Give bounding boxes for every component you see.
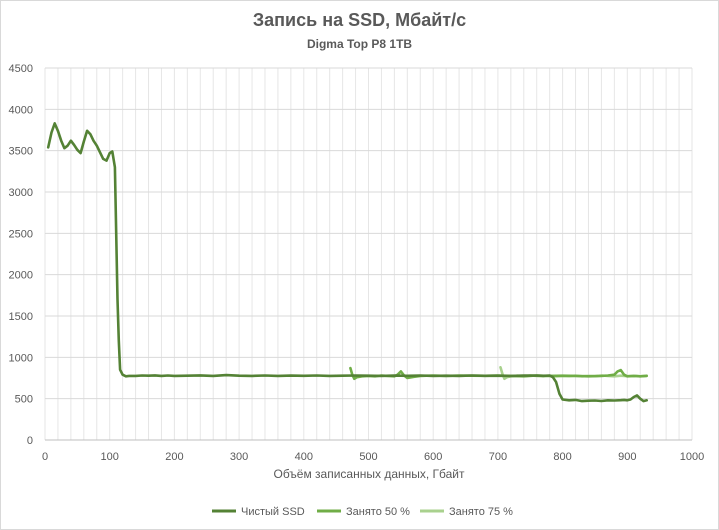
series-group [46,122,649,403]
x-tick-label: 800 [553,451,571,463]
x-tick-label: 400 [295,451,313,463]
legend-label: Занято 75 % [449,506,513,518]
x-tick-label: 500 [359,451,377,463]
x-tick-label: 300 [230,451,248,463]
y-tick-label: 500 [15,394,33,406]
y-tick-label: 2000 [9,270,33,282]
legend-label: Чистый SSD [241,506,305,518]
chart-subtitle: Digma Top P8 1TB [306,37,413,51]
x-tick-label: 100 [101,451,119,463]
x-tick-label: 600 [424,451,442,463]
series-line-0 [46,122,649,403]
x-tick-label: 0 [42,451,48,463]
y-tick-label: 1000 [9,352,33,364]
y-tick-label: 1500 [9,311,33,323]
legend: Чистый SSD Занято 50 % Занято 75 % [212,506,513,518]
tick-labels: 0 500 1000 1500 2000 2500 3000 3500 4000 4500 0 100… [9,63,705,463]
x-axis-label: Объём записанных данных, Гбайт [273,467,465,481]
y-tick-label: 4500 [9,63,33,75]
y-tick-label: 3500 [9,146,33,158]
legend-label: Занято 50 % [346,506,410,518]
x-tick-label: 1000 [680,451,704,463]
y-tick-label: 2500 [9,228,33,240]
y-tick-label: 3000 [9,187,33,199]
x-tick-label: 200 [165,451,183,463]
y-tick-label: 4000 [9,104,33,116]
y-tick-label: 0 [27,435,33,447]
chart-title: Запись на SSD, Мбайт/с [252,10,467,30]
x-tick-label: 700 [489,451,507,463]
grid [44,67,693,441]
x-tick-label: 900 [618,451,636,463]
